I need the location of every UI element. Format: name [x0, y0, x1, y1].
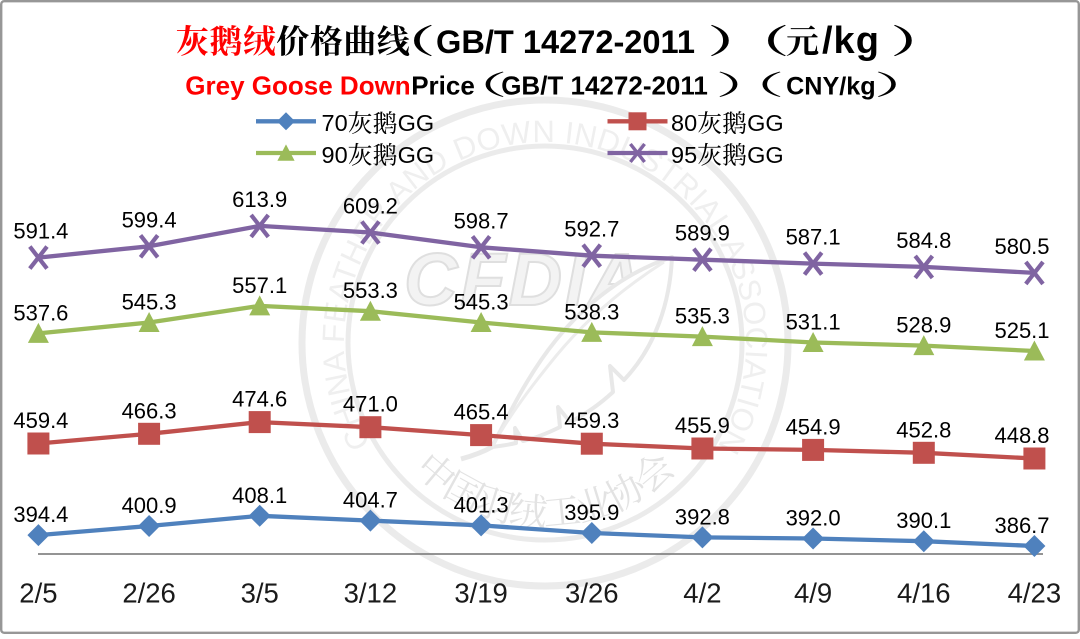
svg-text:95: 95 — [671, 142, 697, 168]
svg-text:392.8: 392.8 — [675, 504, 730, 529]
svg-text:4/16: 4/16 — [897, 578, 951, 609]
svg-text:592.7: 592.7 — [564, 217, 619, 242]
svg-text:404.7: 404.7 — [343, 488, 398, 513]
svg-text:537.6: 537.6 — [13, 300, 68, 325]
svg-text:408.1: 408.1 — [232, 483, 287, 508]
svg-text:553.3: 553.3 — [343, 278, 398, 303]
svg-text:465.4: 465.4 — [454, 400, 509, 425]
svg-text:2/5: 2/5 — [19, 578, 57, 609]
svg-text:584.8: 584.8 — [896, 228, 951, 253]
svg-text:613.9: 613.9 — [232, 187, 287, 212]
svg-text:3/12: 3/12 — [344, 578, 398, 609]
svg-text:538.3: 538.3 — [564, 299, 619, 324]
svg-text:471.0: 471.0 — [343, 392, 398, 417]
svg-text:474.6: 474.6 — [232, 387, 287, 412]
svg-text:3/19: 3/19 — [454, 578, 508, 609]
svg-text:466.3: 466.3 — [122, 398, 177, 423]
svg-text:394.4: 394.4 — [13, 502, 68, 527]
svg-text:90: 90 — [322, 142, 348, 168]
svg-text:3/26: 3/26 — [565, 578, 619, 609]
svg-text:531.1: 531.1 — [786, 310, 841, 335]
svg-text:GG: GG — [747, 110, 784, 136]
svg-text:GG: GG — [398, 110, 435, 136]
svg-text:GG: GG — [398, 142, 435, 168]
svg-text:459.3: 459.3 — [564, 408, 619, 433]
svg-text:CNY/kg: CNY/kg — [786, 73, 876, 101]
svg-text:GB/T 14272-2011: GB/T 14272-2011 — [501, 71, 708, 101]
svg-text:525.1: 525.1 — [994, 318, 1049, 343]
svg-text:545.3: 545.3 — [454, 290, 509, 315]
svg-text:528.9: 528.9 — [896, 313, 951, 338]
svg-text:4/2: 4/2 — [683, 578, 721, 609]
svg-text:390.1: 390.1 — [896, 508, 951, 533]
svg-text:2/26: 2/26 — [122, 578, 176, 609]
svg-text:557.1: 557.1 — [232, 273, 287, 298]
svg-text:386.7: 386.7 — [994, 513, 1049, 538]
svg-text:591.4: 591.4 — [13, 219, 68, 244]
svg-text:599.4: 599.4 — [122, 207, 177, 232]
svg-text:448.8: 448.8 — [994, 423, 1049, 448]
svg-text:GG: GG — [747, 142, 784, 168]
svg-text:609.2: 609.2 — [343, 194, 398, 219]
svg-text:3/5: 3/5 — [241, 578, 279, 609]
svg-text:4/23: 4/23 — [1008, 578, 1062, 609]
svg-text:/kg: /kg — [822, 20, 880, 62]
svg-text:395.9: 395.9 — [564, 500, 619, 525]
svg-text:Grey Goose Down: Grey Goose Down — [185, 71, 410, 101]
svg-text:4/9: 4/9 — [794, 578, 832, 609]
svg-text:545.3: 545.3 — [122, 290, 177, 315]
svg-text:392.0: 392.0 — [786, 506, 841, 531]
svg-text:Price: Price — [411, 71, 475, 101]
svg-text:401.3: 401.3 — [454, 492, 509, 517]
svg-text:587.1: 587.1 — [786, 225, 841, 250]
svg-text:452.8: 452.8 — [896, 417, 951, 442]
svg-text:589.9: 589.9 — [675, 221, 730, 246]
svg-text:459.4: 459.4 — [13, 408, 68, 433]
svg-text:80: 80 — [671, 110, 697, 136]
svg-text:GB/T 14272-2011: GB/T 14272-2011 — [436, 23, 695, 60]
svg-text:598.7: 598.7 — [454, 208, 509, 233]
svg-text:70: 70 — [322, 110, 348, 136]
svg-text:454.9: 454.9 — [786, 414, 841, 439]
svg-text:455.9: 455.9 — [675, 413, 730, 438]
svg-text:400.9: 400.9 — [122, 493, 177, 518]
svg-text:580.5: 580.5 — [994, 234, 1049, 259]
svg-text:535.3: 535.3 — [675, 304, 730, 329]
